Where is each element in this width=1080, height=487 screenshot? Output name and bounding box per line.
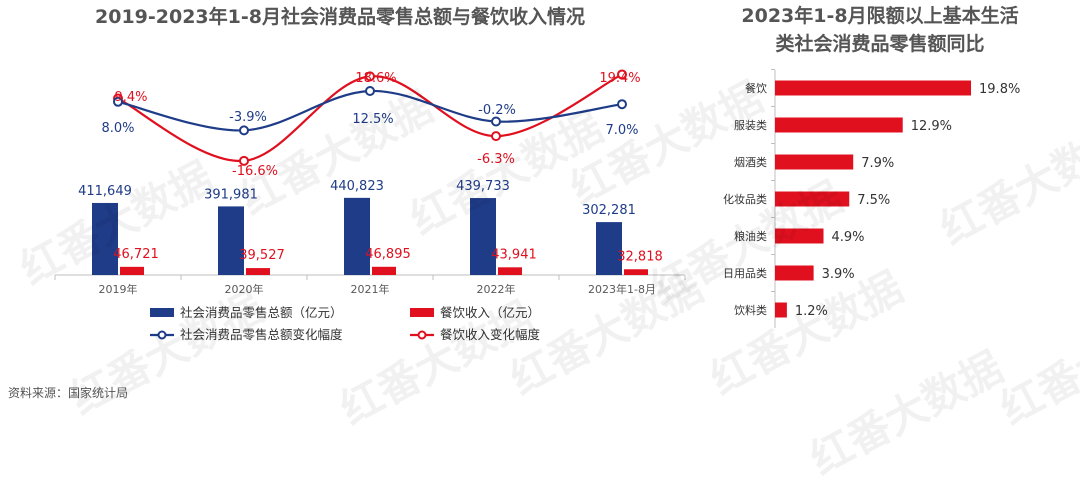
- catering-growth-label-2: 18.6%: [355, 71, 396, 86]
- bar-catering-2: [372, 266, 396, 275]
- hbar-value-4: 4.9%: [832, 230, 865, 245]
- catering-growth-point-3: [491, 131, 501, 142]
- bar-retail-4: [596, 222, 622, 275]
- legend-catering-bar-swatch: [410, 308, 434, 317]
- hbar-value-6: 1.2%: [795, 304, 828, 319]
- x-tick-label-2: 2021年: [351, 282, 390, 296]
- retail-growth-point-0: [113, 96, 123, 107]
- catering-growth-point-1: [239, 155, 249, 166]
- retail-growth-label-4: 7.0%: [605, 123, 638, 138]
- legend-retail-bar-label: 社会消费品零售总额（亿元）: [180, 305, 343, 320]
- retail-growth-point-2: [365, 86, 375, 96]
- x-tick-label-3: 2022年: [477, 282, 516, 296]
- legend-retail-bar-swatch: [150, 308, 174, 317]
- catering-growth-label-4: 19.4%: [599, 71, 640, 86]
- legend-catering-bar-label: 餐饮收入（亿元）: [440, 305, 540, 320]
- bar-retail-2: [344, 197, 370, 275]
- catering-growth-point-2: [365, 71, 375, 82]
- hbar-4: [775, 228, 824, 244]
- catering-growth-label-3: -6.3%: [477, 152, 515, 167]
- hbar-value-2: 7.9%: [861, 156, 894, 171]
- bar-retail-0: [92, 202, 118, 275]
- retail-growth-label-1: -3.9%: [229, 110, 267, 125]
- legend-catering-line-marker: [417, 330, 427, 340]
- bar-catering-3: [498, 267, 522, 275]
- bar-retail-label-3: 439,733: [456, 179, 510, 194]
- legend-catering-line-label: 餐饮收入变化幅度: [440, 327, 541, 342]
- source-note: 资料来源：国家统计局: [8, 386, 129, 400]
- charts-canvas: 411,649 46,721 2019年 391,981 39,527 2020年 440,…: [54, 69, 1020, 342]
- hbar-2: [775, 154, 854, 170]
- bar-catering-label-4: 32,818: [617, 249, 663, 264]
- retail-growth-label-3: -0.2%: [478, 103, 516, 118]
- hbar-category-0: 餐饮: [745, 81, 767, 95]
- bar-catering-label-3: 43,941: [491, 247, 537, 262]
- retail-growth-point-1: [239, 125, 249, 136]
- bar-retail-3: [470, 198, 496, 275]
- bar-retail-1: [218, 206, 244, 275]
- hbar-3: [775, 191, 850, 207]
- bar-catering-label-0: 46,721: [113, 247, 159, 262]
- hbar-category-1: 服装类: [734, 118, 767, 132]
- bar-catering-1: [246, 268, 270, 275]
- right-chart-title-line-1: 2023年1-8月限额以上基本生活: [741, 5, 1019, 27]
- x-tick-label-1: 2020年: [225, 282, 264, 296]
- left-chart-title: 2019-2023年1-8月社会消费品零售总额与餐饮收入情况: [95, 6, 585, 28]
- bar-catering-label-1: 39,527: [239, 248, 285, 263]
- bar-retail-label-0: 411,649: [78, 184, 132, 199]
- catering-growth-label-0: 9.4%: [114, 90, 147, 105]
- hbar-value-1: 12.9%: [911, 119, 952, 134]
- hbar-category-4: 粮油类: [734, 229, 767, 243]
- hbar-category-6: 饮料类: [734, 303, 767, 317]
- right-chart-title: 2023年1-8月限额以上基本生活 类社会消费品零售额同比: [690, 2, 1070, 58]
- legend-retail-line-marker: [157, 330, 167, 340]
- retail-growth-label-0: 8.0%: [101, 121, 134, 136]
- hbar-category-3: 化妆品类: [723, 192, 767, 206]
- bar-retail-label-1: 391,981: [204, 187, 258, 202]
- bar-catering-4: [624, 269, 648, 275]
- retail-growth-label-2: 12.5%: [352, 112, 393, 127]
- bar-retail-label-2: 440,823: [330, 179, 384, 194]
- hbar-value-0: 19.8%: [979, 82, 1020, 97]
- hbar-value-3: 7.5%: [857, 193, 890, 208]
- catering-growth-label-1: -16.6%: [232, 164, 278, 179]
- hbar-6: [775, 302, 787, 318]
- legend-retail-line-label: 社会消费品零售总额变化幅度: [180, 327, 343, 342]
- x-tick-label-0: 2019年: [99, 282, 138, 296]
- retail-growth-point-4: [617, 99, 627, 110]
- hbar-1: [775, 117, 903, 133]
- retail-growth-point-3: [491, 116, 501, 127]
- hbar-category-2: 烟酒类: [734, 155, 767, 169]
- right-chart-title-line-2: 类社会消费品零售额同比: [775, 33, 985, 55]
- bar-catering-0: [120, 266, 144, 275]
- hbar-0: [775, 80, 972, 96]
- bar-retail-label-4: 302,281: [582, 203, 636, 218]
- hbar-category-5: 日用品类: [723, 266, 767, 280]
- x-tick-label-4: 2023年1-8月: [588, 282, 656, 296]
- catering-growth-point-4: [617, 69, 627, 80]
- hbar-5: [775, 265, 814, 281]
- hbar-value-5: 3.9%: [822, 267, 855, 282]
- bar-catering-label-2: 46,895: [365, 247, 411, 262]
